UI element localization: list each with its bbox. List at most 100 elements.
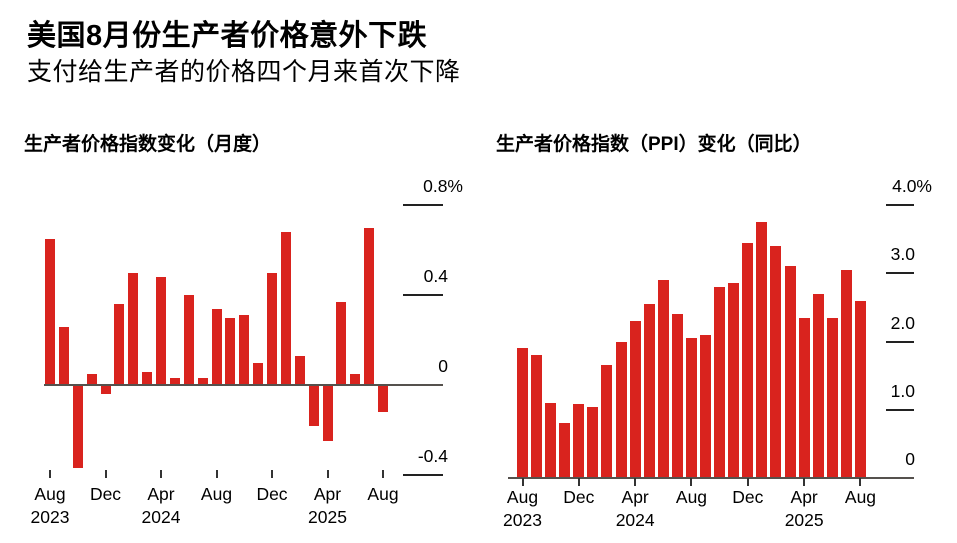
bar-oct-2023 xyxy=(545,402,557,478)
x-tick-label: Aug xyxy=(367,484,399,504)
bar-jan-2024 xyxy=(587,407,599,478)
x-year-label: 2025 xyxy=(784,510,824,530)
x-tick-label: Apr xyxy=(790,487,818,507)
bar-dec-2024 xyxy=(267,272,277,385)
x-tick-mark xyxy=(382,470,384,478)
x-tick-label: Apr xyxy=(313,484,342,504)
bar-oct-2024 xyxy=(239,315,250,385)
x-tick-label: Aug xyxy=(844,487,877,507)
bar-may-2025 xyxy=(336,301,347,385)
x-tick-mark xyxy=(746,478,749,486)
x-tick-label: Aug xyxy=(34,484,66,504)
x-tick-label: Apr xyxy=(147,484,175,504)
x-year-label: 2023 xyxy=(503,510,542,530)
x-tick-mark xyxy=(271,470,273,478)
bar-aug-2025 xyxy=(854,300,866,478)
x-axis-line xyxy=(508,477,914,479)
x-tick-label: Aug xyxy=(200,484,233,504)
bar-jun-2025 xyxy=(826,317,838,478)
x-tick-mark xyxy=(215,470,218,478)
bar-nov-2024 xyxy=(253,362,264,385)
bar-jul-2025 xyxy=(840,269,852,478)
bar-aug-2023 xyxy=(45,238,55,385)
x-tick-label: Dec xyxy=(563,487,595,507)
y-tick-label: 4.0% xyxy=(892,176,932,196)
x-tick-label: Dec xyxy=(256,484,288,504)
bar-jul-2025 xyxy=(364,227,375,385)
bar-may-2025 xyxy=(812,293,824,478)
bar-feb-2024 xyxy=(601,365,613,478)
bar-sep-2023 xyxy=(531,355,543,478)
y-gridline-1.0 xyxy=(886,408,914,411)
y-tick-label: 0.4 xyxy=(423,266,448,286)
bar-sep-2024 xyxy=(225,317,236,385)
chart-monthly-title: 生产者价格指数变化（月度） xyxy=(24,134,272,155)
bar-nov-2023 xyxy=(86,373,97,385)
x-tick-label: Aug xyxy=(506,487,539,507)
bar-jan-2025 xyxy=(756,222,768,478)
bar-mar-2025 xyxy=(784,266,796,478)
bar-apr-2025 xyxy=(322,385,333,442)
page-title: 美国8月份生产者价格意外下跌 xyxy=(27,20,428,52)
y-gridline-4.0% xyxy=(886,204,914,206)
y-gridline-0.4 xyxy=(403,294,443,296)
x-tick-mark xyxy=(690,478,693,486)
y-tick-label: 0 xyxy=(438,356,448,376)
bar-nov-2023 xyxy=(559,423,571,478)
y-tick-label: 1.0 xyxy=(890,380,915,401)
y-tick-label: 2.0 xyxy=(890,312,915,333)
y-tick-label: -0.4 xyxy=(417,446,448,466)
bar-apr-2024 xyxy=(156,277,166,385)
bar-oct-2024 xyxy=(714,286,726,478)
y-tick-label: 3.0 xyxy=(890,244,915,265)
bar-oct-2023 xyxy=(72,385,83,469)
x-tick-mark xyxy=(521,478,524,486)
bar-mar-2024 xyxy=(615,341,627,478)
y-tick-label: 0.8% xyxy=(423,176,463,196)
x-tick-mark xyxy=(160,470,162,478)
bar-aug-2024 xyxy=(685,338,697,478)
bar-dec-2023 xyxy=(100,385,111,394)
y-gridline-0.8% xyxy=(403,204,443,206)
bar-feb-2024 xyxy=(128,272,139,385)
x-tick-label: Dec xyxy=(732,487,764,507)
x-year-label: 2023 xyxy=(30,507,70,527)
x-tick-label: Aug xyxy=(675,487,708,507)
bar-apr-2024 xyxy=(629,321,641,478)
bar-sep-2024 xyxy=(700,334,712,478)
bar-may-2024 xyxy=(169,378,180,385)
bar-jul-2024 xyxy=(671,314,683,478)
bar-mar-2025 xyxy=(308,385,319,426)
x-tick-mark xyxy=(803,478,806,486)
page-subtitle: 支付给生产者的价格四个月来首次下降 xyxy=(27,58,461,86)
bar-nov-2024 xyxy=(728,283,740,478)
x-tick-mark xyxy=(49,470,51,478)
x-tick-label: Apr xyxy=(621,487,649,507)
x-tick-mark xyxy=(326,470,329,478)
y-gridline-2.0 xyxy=(886,340,914,343)
bar-aug-2025 xyxy=(378,385,388,412)
bar-aug-2024 xyxy=(211,308,222,385)
chart-yoy-title: 生产者价格指数（PPI）变化（同比） xyxy=(496,134,812,155)
bar-dec-2024 xyxy=(742,242,754,478)
x-tick-mark xyxy=(577,478,580,486)
bar-may-2024 xyxy=(643,303,655,478)
bar-jun-2024 xyxy=(183,295,194,385)
bar-mar-2024 xyxy=(142,371,153,385)
bar-sep-2023 xyxy=(58,326,69,385)
bar-feb-2025 xyxy=(294,355,305,385)
x-year-label: 2024 xyxy=(141,507,181,527)
y-gridline--0.4 xyxy=(403,474,443,476)
x-year-label: 2025 xyxy=(308,507,347,527)
bar-jun-2024 xyxy=(657,280,669,478)
bar-jul-2024 xyxy=(197,378,208,385)
bar-jun-2025 xyxy=(350,373,361,385)
x-year-label: 2024 xyxy=(615,510,655,530)
x-tick-mark xyxy=(859,478,862,486)
y-gridline-3.0 xyxy=(886,272,914,275)
bar-dec-2023 xyxy=(573,404,585,478)
x-axis-line xyxy=(44,384,443,386)
bar-apr-2025 xyxy=(798,317,810,478)
bar-aug-2023 xyxy=(517,348,528,478)
